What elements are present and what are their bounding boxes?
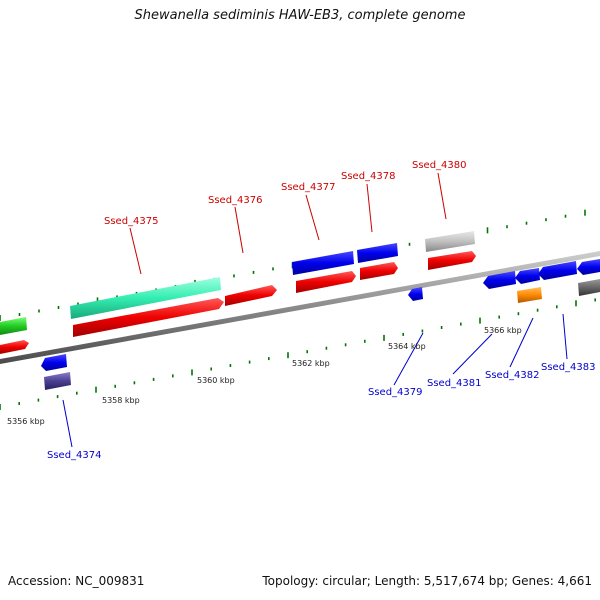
- scale-label-5362: 5362 kbp: [292, 359, 330, 368]
- scale-label-5356: 5356 kbp: [7, 417, 45, 426]
- gene-label-ssed-4383: Ssed_4383: [541, 362, 596, 373]
- gene-arrow-ssed-4382-a: [515, 268, 540, 284]
- leader-ssed-4379: [393, 332, 424, 386]
- scale-labels: 5356 kbp 5358 kbp 5360 kbp 5362 kbp 5364…: [7, 326, 522, 426]
- gene-block-ssed-4382: [517, 287, 542, 303]
- gene-label-ssed-4381: Ssed_4381: [427, 378, 482, 389]
- gene-block-ssed-4374: [44, 372, 71, 390]
- leader-ssed-4376: [234, 206, 244, 254]
- gene-block-ssed-4373-upper: [0, 317, 27, 335]
- gene-arrow-ssed-4383: [577, 259, 600, 275]
- gene-label-ssed-4377: Ssed_4377: [281, 182, 336, 193]
- gene-arrow-ssed-4376: [225, 285, 277, 306]
- gene-arrow-ssed-4375: [73, 298, 224, 337]
- scale-label-5358: 5358 kbp: [102, 396, 140, 405]
- gene-label-ssed-4382: Ssed_4382: [485, 370, 540, 381]
- gene-arrow-ssed-4380: [428, 251, 476, 270]
- scale-label-5360: 5360 kbp: [197, 376, 235, 385]
- reverse-strand-genes: [41, 259, 600, 390]
- leader-ssed-4375: [129, 227, 142, 275]
- gene-label-ssed-4379: Ssed_4379: [368, 387, 423, 398]
- gene-arrow-ssed-4377: [296, 271, 356, 293]
- genome-backbone: [0, 251, 600, 364]
- leader-ssed-4380: [437, 172, 447, 220]
- gene-arrow-ssed-4373: [0, 340, 29, 354]
- gene-arrow-ssed-4381: [483, 271, 516, 289]
- gene-arrow-ssed-4382-b: [538, 261, 577, 280]
- gene-block-ssed-4380-upper: [425, 231, 475, 252]
- leader-ssed-4383: [562, 313, 568, 360]
- accession-label: Accession: NC_009831: [8, 574, 145, 588]
- gene-labels-bottom: Ssed_4374 Ssed_4379 Ssed_4381 Ssed_4382 …: [47, 362, 596, 461]
- gene-block-ssed-4375-upper: [70, 277, 221, 319]
- tick-row-bottom: [0, 298, 597, 410]
- gene-block-ssed-4377-upper: [292, 251, 354, 275]
- gene-labels-top: Ssed_4375 Ssed_4376 Ssed_4377 Ssed_4378 …: [104, 160, 467, 227]
- leader-ssed-4374: [62, 399, 73, 448]
- leader-ssed-4382: [509, 317, 534, 368]
- scale-label-5364: 5364 kbp: [388, 342, 426, 351]
- gene-label-ssed-4380: Ssed_4380: [412, 160, 467, 171]
- gene-arrow-ssed-4374: [41, 354, 67, 371]
- forward-strand-genes: [0, 231, 476, 354]
- gene-label-ssed-4374: Ssed_4374: [47, 450, 102, 461]
- genome-stats: Topology: circular; Length: 5,517,674 bp…: [262, 574, 592, 588]
- gene-label-ssed-4378: Ssed_4378: [341, 171, 396, 182]
- gene-label-ssed-4376: Ssed_4376: [208, 195, 263, 206]
- gene-label-ssed-4375: Ssed_4375: [104, 216, 159, 227]
- gene-arrow-ssed-4379: [408, 287, 423, 301]
- gene-block-ssed-4378-upper: [357, 243, 398, 263]
- leader-lines-top: [129, 172, 447, 275]
- scale-label-5366: 5366 kbp: [484, 326, 522, 335]
- leader-ssed-4378: [366, 183, 373, 233]
- leader-ssed-4381: [452, 333, 493, 375]
- map-title: Shewanella sediminis HAW-EB3, complete g…: [134, 8, 466, 23]
- leader-lines-bottom: [62, 313, 568, 448]
- gene-block-ssed-4383: [578, 279, 600, 296]
- leader-ssed-4377: [305, 194, 320, 241]
- gene-arrow-ssed-4378: [360, 262, 398, 280]
